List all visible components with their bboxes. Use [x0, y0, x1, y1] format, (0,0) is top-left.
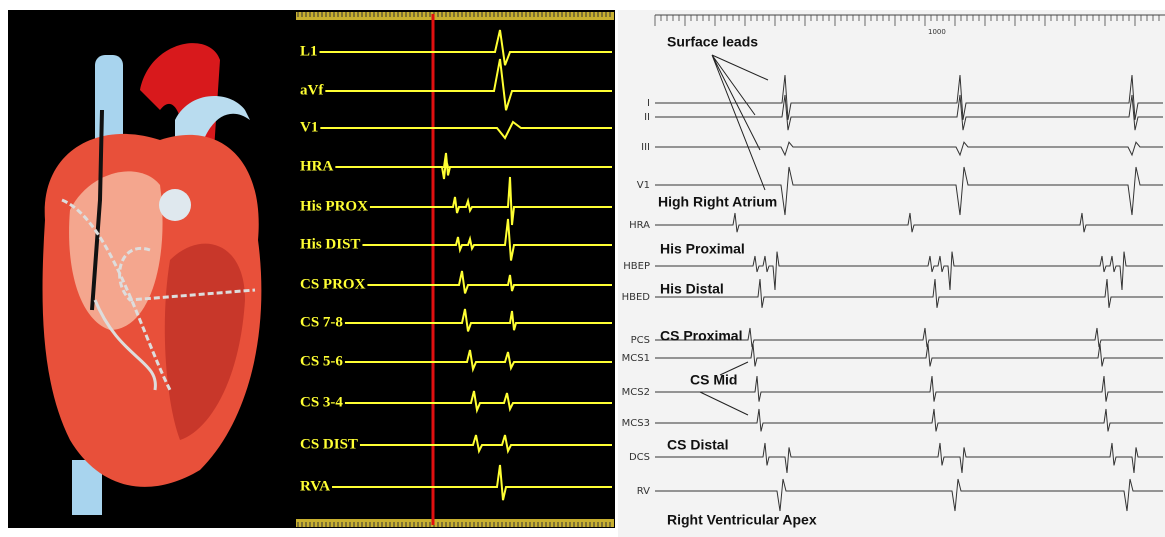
trace: [344, 308, 612, 332]
trace: [655, 375, 1163, 402]
trace: [655, 74, 1163, 120]
channel-label: HRA: [300, 158, 334, 174]
annotation: High Right Atrium: [658, 194, 777, 210]
channel-label: III: [641, 142, 650, 153]
scale-label: 1000: [928, 28, 946, 36]
trace: [655, 212, 1163, 233]
trace: [655, 343, 1163, 367]
channel-label: PCS: [631, 335, 650, 346]
trace: [655, 141, 1163, 157]
recording-panel: [618, 10, 1165, 537]
trace: [655, 442, 1163, 474]
channel-label: HBED: [622, 292, 651, 303]
trace: [362, 218, 612, 261]
ruler-bar: [296, 12, 614, 20]
channel-label: V1: [637, 180, 650, 191]
trace: [655, 251, 1163, 291]
ruler-bar: [296, 519, 614, 527]
trace: [655, 327, 1163, 348]
trace: [335, 152, 612, 180]
annotation: CS Distal: [667, 437, 728, 453]
channel-label: CS 7-8: [300, 314, 343, 330]
trace: [332, 464, 612, 501]
trace: [319, 29, 612, 66]
channel-label: CS 3-4: [300, 394, 343, 410]
channel-label: His DIST: [300, 236, 360, 252]
channel-label: I: [647, 98, 650, 109]
annotation: Right Ventricular Apex: [667, 512, 817, 528]
ruler: [296, 12, 614, 527]
channel-label: His PROX: [300, 198, 368, 214]
trace: [344, 349, 612, 373]
channel-label: V1: [300, 119, 318, 135]
channel-label: HBEP: [623, 261, 650, 272]
trace: [344, 390, 612, 414]
trace: [655, 94, 1163, 131]
channel-label: II: [644, 112, 650, 123]
annotation: Surface leads: [667, 34, 758, 50]
trace: [367, 270, 612, 294]
channel-label: CS 5-6: [300, 353, 343, 369]
annotation: His Proximal: [660, 241, 745, 257]
egm-traces: L1 aVf V1 HRA His PROX His DIST CS PROX CS 7-8 C…: [300, 29, 612, 501]
annotation: His Distal: [660, 281, 724, 297]
channel-label: HRA: [629, 220, 650, 231]
trace: [655, 278, 1163, 308]
annotation: CS Proximal: [660, 328, 742, 344]
channel-label: MCS3: [622, 418, 650, 429]
channel-label: DCS: [629, 452, 650, 463]
egm-panel: [295, 10, 615, 528]
channel-label: RV: [637, 486, 650, 497]
trace: [359, 434, 612, 455]
trace: [325, 58, 612, 111]
annotation-arrows: [699, 54, 769, 416]
ruler: [654, 14, 1165, 26]
channel-label: aVf: [300, 82, 324, 98]
heart-illustration: [42, 43, 262, 515]
annotation: CS Mid: [690, 372, 737, 388]
trace: [655, 478, 1163, 512]
channel-label: L1: [300, 43, 318, 59]
channel-label: MCS2: [622, 387, 650, 398]
trace: [320, 120, 612, 140]
channel-label: MCS1: [622, 353, 650, 364]
channel-label: CS PROX: [300, 276, 366, 292]
trace: [655, 166, 1163, 216]
trace: [655, 408, 1163, 432]
channel-label: RVA: [300, 478, 330, 494]
trace: [369, 176, 612, 226]
channel-label: CS DIST: [300, 436, 358, 452]
